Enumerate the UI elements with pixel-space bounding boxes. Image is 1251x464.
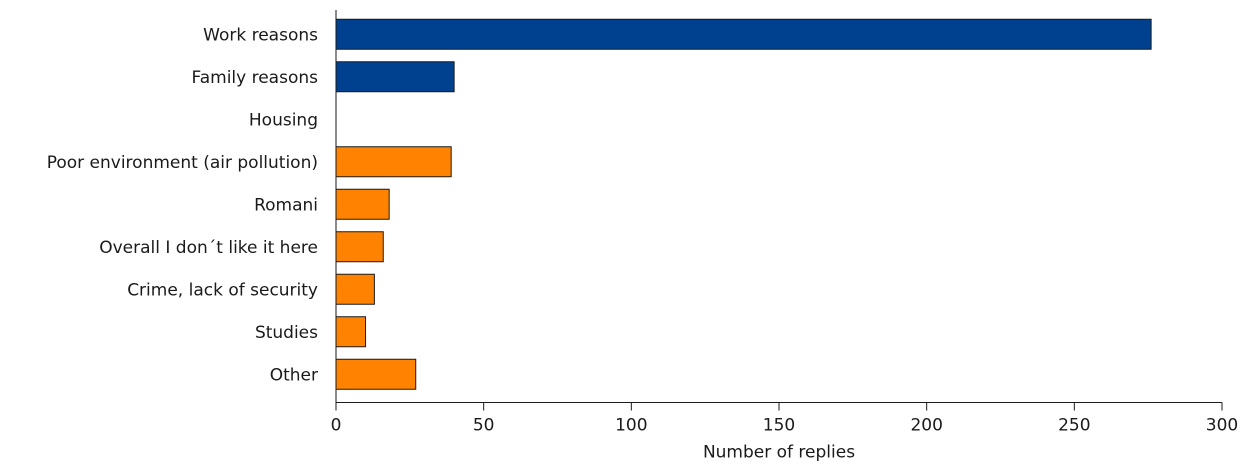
category-labels: Work reasons Family reasons Housing Poor en… [47,25,318,385]
bar-3 [335,146,452,178]
x-axis-title: Number of replies [703,443,855,463]
bar-8 [335,358,417,390]
bar-0 [335,18,1152,50]
category-label: Romani [254,195,318,215]
x-tick-label: 50 [473,416,495,436]
x-tick-label: 250 [1058,416,1090,436]
category-label: Housing [249,110,318,130]
bar-6 [335,273,375,305]
category-label: Studies [255,323,318,343]
x-tick-label: 150 [763,416,795,436]
bar-4 [335,188,390,220]
category-label: Crime, lack of security [127,280,318,300]
x-tick-label: 200 [910,416,942,436]
category-label: Other [270,365,318,385]
bars [335,18,1152,390]
category-label: Work reasons [203,25,318,45]
bar-5 [335,231,384,263]
category-label: Poor environment (air pollution) [47,153,318,173]
x-tick-label: 300 [1206,416,1238,436]
category-label: Overall I don´t like it here [99,238,318,258]
bar-7 [335,316,367,348]
x-tick-label: 0 [331,416,342,436]
bar-1 [335,61,455,93]
x-tick-label: 100 [615,416,647,436]
x-ticks: 0 50 100 150 200 250 300 [331,402,1238,436]
category-label: Family reasons [192,68,319,88]
